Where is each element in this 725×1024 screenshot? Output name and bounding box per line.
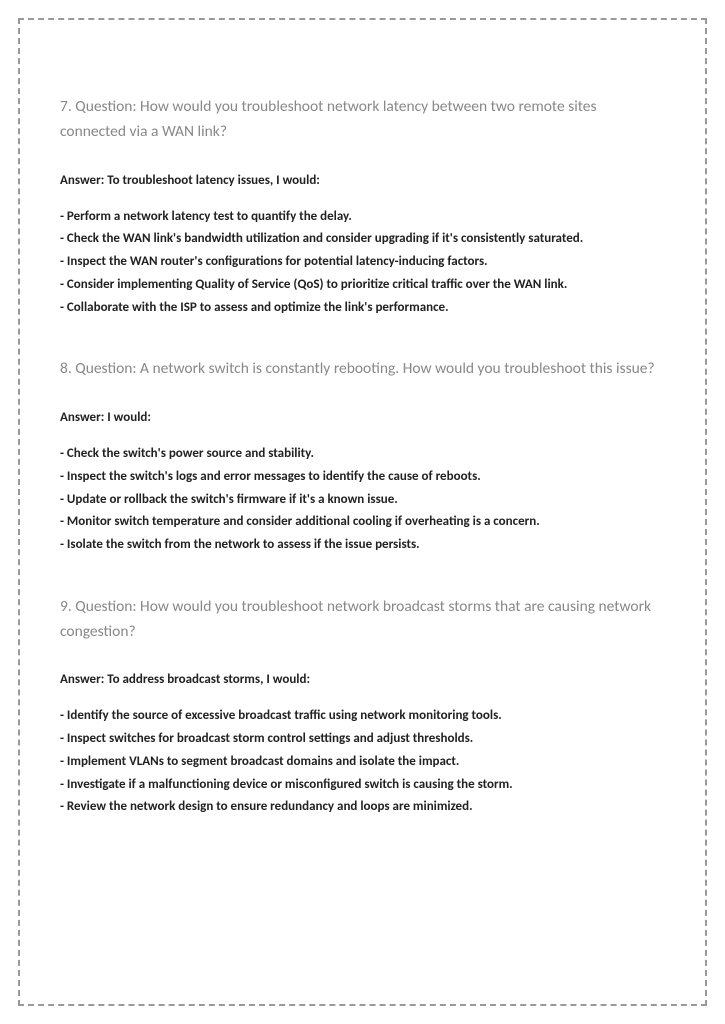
answer-item: - Check the switch's power source and st…	[60, 443, 665, 466]
question-title: 7. Question: How would you troubleshoot …	[60, 95, 665, 145]
question-block-8: 8. Question: A network switch is constan…	[60, 357, 665, 557]
question-title: 8. Question: A network switch is constan…	[60, 357, 665, 382]
answer-item: - Perform a network latency test to quan…	[60, 206, 665, 229]
answer-item: - Collaborate with the ISP to assess and…	[60, 297, 665, 320]
question-title: 9. Question: How would you troubleshoot …	[60, 595, 665, 645]
answer-item: - Inspect switches for broadcast storm c…	[60, 728, 665, 751]
answer-intro: Answer: I would:	[60, 410, 665, 425]
answer-item: - Investigate if a malfunctioning device…	[60, 774, 665, 797]
answer-intro: Answer: To address broadcast storms, I w…	[60, 672, 665, 687]
answer-item: - Inspect the WAN router's configuration…	[60, 251, 665, 274]
question-block-7: 7. Question: How would you troubleshoot …	[60, 95, 665, 319]
answer-item: - Isolate the switch from the network to…	[60, 534, 665, 557]
answer-item: - Implement VLANs to segment broadcast d…	[60, 751, 665, 774]
answer-item: - Inspect the switch's logs and error me…	[60, 466, 665, 489]
page-border: 7. Question: How would you troubleshoot …	[18, 18, 707, 1006]
answer-list: - Perform a network latency test to quan…	[60, 206, 665, 320]
answer-item: - Check the WAN link's bandwidth utiliza…	[60, 228, 665, 251]
question-block-9: 9. Question: How would you troubleshoot …	[60, 595, 665, 819]
answer-list: - Identify the source of excessive broad…	[60, 705, 665, 819]
answer-list: - Check the switch's power source and st…	[60, 443, 665, 557]
answer-item: - Consider implementing Quality of Servi…	[60, 274, 665, 297]
answer-item: - Monitor switch temperature and conside…	[60, 511, 665, 534]
answer-item: - Review the network design to ensure re…	[60, 796, 665, 819]
answer-item: - Identify the source of excessive broad…	[60, 705, 665, 728]
answer-intro: Answer: To troubleshoot latency issues, …	[60, 173, 665, 188]
answer-item: - Update or rollback the switch's firmwa…	[60, 489, 665, 512]
